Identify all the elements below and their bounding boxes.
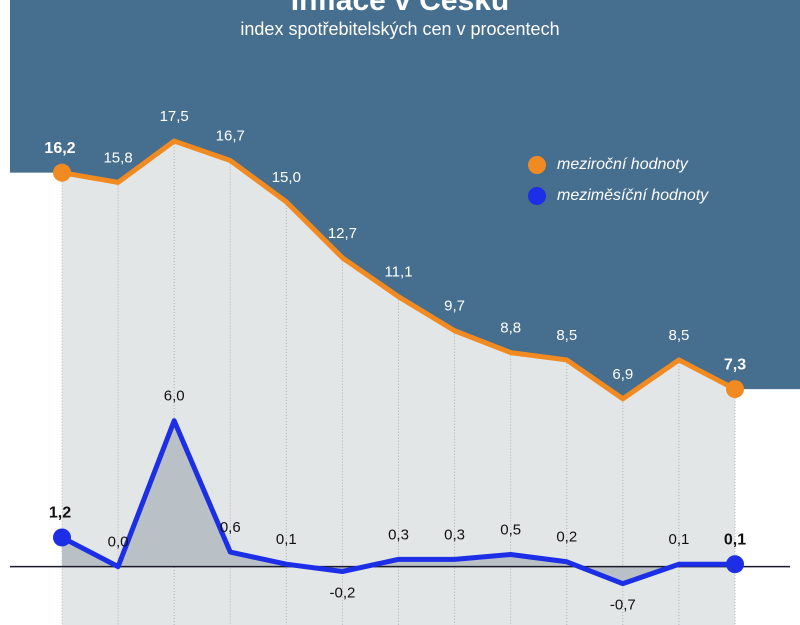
data-label: 0,5 <box>500 521 521 538</box>
point <box>726 380 744 399</box>
data-label: 12,7 <box>328 225 357 242</box>
data-label: 0,1 <box>724 531 746 548</box>
data-label: 16,2 <box>44 140 75 157</box>
header-area <box>10 0 800 399</box>
data-label: 0,1 <box>668 531 689 548</box>
chart-title: Inflace v Česku <box>291 0 509 17</box>
data-label: 6,9 <box>612 366 633 383</box>
data-label: 0,3 <box>388 526 409 543</box>
data-label: 1,2 <box>49 505 71 522</box>
data-label: 15,0 <box>272 169 301 186</box>
data-label: 0,6 <box>220 519 241 536</box>
legend-label: meziměsíční hodnoty <box>557 187 709 204</box>
point <box>726 555 744 574</box>
data-label: 0,2 <box>556 529 577 546</box>
data-label: 11,1 <box>384 264 412 281</box>
point <box>53 163 71 182</box>
data-label: 7,3 <box>724 356 746 373</box>
data-label: -0,2 <box>329 584 355 601</box>
legend-marker <box>528 187 546 205</box>
data-label: 8,5 <box>668 327 689 344</box>
legend-label: meziroční hodnoty <box>557 156 689 173</box>
data-label: 17,5 <box>160 108 189 125</box>
data-label: 0,3 <box>444 526 465 543</box>
data-label: 0,1 <box>276 531 297 548</box>
data-label: 0,0 <box>108 534 129 551</box>
legend-marker <box>528 156 546 174</box>
data-label: -0,7 <box>610 597 636 614</box>
data-label: 9,7 <box>444 298 465 315</box>
data-label: 16,7 <box>216 127 245 144</box>
chart-subtitle: index spotřebitelských cen v procentech <box>240 19 559 39</box>
background <box>10 0 800 625</box>
line <box>61 138 737 402</box>
data-label: 15,8 <box>103 149 132 166</box>
line <box>60 418 735 587</box>
data-label: 6,0 <box>164 388 185 405</box>
data-label: 8,8 <box>500 320 521 337</box>
data-label: 8,5 <box>556 327 577 344</box>
point <box>53 528 71 547</box>
